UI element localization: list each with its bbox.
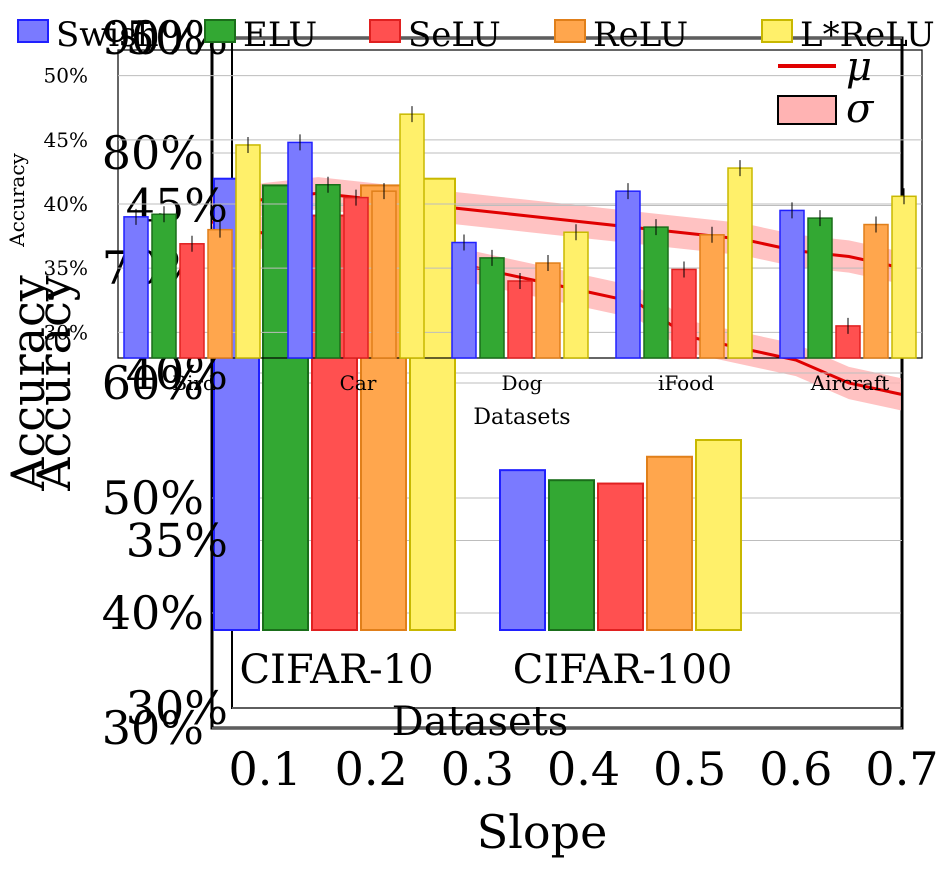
fine-bar — [371, 190, 397, 359]
fine-y-tick-label: 45% — [44, 128, 88, 152]
fine-x-tick-label: Dog — [502, 371, 543, 395]
fine-bar — [235, 144, 261, 359]
line-x-tick-label: 0.6 — [759, 742, 832, 796]
line-chart-x-ticks: 0.1 0.2 0.3 0.4 0.5 0.6 0.7 — [228, 742, 938, 796]
fine-chart-x-ticks: Bird Car Dog iFood Aircraft — [172, 371, 889, 395]
cifar-chart-xlabel: Datasets — [392, 699, 569, 745]
line-y-tick-label: 40% — [102, 586, 204, 640]
fine-x-tick-label: Bird — [172, 371, 216, 395]
cifar-bar — [695, 439, 742, 631]
fine-chart-ylabel: Accuracy — [5, 152, 29, 247]
line-chart-ylabel: Accuracy — [27, 275, 81, 492]
legend-label: Swish — [56, 15, 159, 55]
legend-swatch — [369, 19, 401, 43]
mu-legend-label: μ — [846, 44, 872, 90]
fine-bar — [315, 184, 341, 359]
line-y-tick-label: 80% — [102, 126, 204, 180]
fine-y-tick-label: 35% — [44, 256, 88, 280]
cifar-bar — [646, 455, 693, 631]
fine-bar — [479, 257, 505, 359]
fine-bar — [643, 226, 669, 359]
sigma-legend-label: σ — [846, 86, 875, 132]
fine-chart-y-ticks: 30% 35% 40% 45% 50% — [44, 64, 88, 345]
series-legend: Swish ELU SeLU ReLU L*ReLU — [17, 15, 935, 55]
cifar-y-tick-label: 35% — [126, 514, 228, 568]
line-x-tick-label: 0.5 — [653, 742, 726, 796]
legend-swatch — [554, 19, 586, 43]
fine-bar — [891, 195, 917, 359]
fine-y-tick-label: 50% — [44, 64, 88, 88]
mu-sigma-legend: μ σ — [777, 44, 875, 132]
fine-bar — [699, 234, 725, 359]
line-x-tick-label: 0.4 — [547, 742, 620, 796]
fine-bar — [727, 167, 753, 359]
line-x-tick-label: 0.2 — [335, 742, 408, 796]
fine-bar — [123, 216, 149, 359]
cifar-x-tick-label: CIFAR-100 — [513, 647, 733, 693]
fine-x-tick-label: Aircraft — [810, 371, 890, 395]
sigma-legend-swatch — [777, 95, 837, 125]
line-y-tick-label: 30% — [102, 701, 204, 755]
fine-bar — [863, 223, 889, 359]
fine-y-tick-label: 30% — [44, 320, 88, 344]
cifar-x-tick-label: CIFAR-10 — [239, 647, 433, 693]
fine-bar — [807, 217, 833, 359]
fine-bar — [535, 262, 561, 359]
fine-bar — [779, 209, 805, 359]
line-chart-xlabel: Slope — [477, 805, 608, 859]
cifar-y-tick-label: 30% — [126, 681, 228, 735]
fine-chart-bars — [123, 106, 917, 359]
cifar-bar — [548, 479, 595, 632]
fine-bar — [563, 231, 589, 359]
legend-label: ELU — [243, 15, 317, 55]
fine-bar — [507, 280, 533, 359]
fine-bar — [207, 228, 233, 359]
fine-bar — [151, 213, 177, 359]
fine-chart-xlabel: Datasets — [473, 405, 570, 430]
legend-swatch — [761, 19, 793, 43]
line-x-tick-label: 0.3 — [441, 742, 514, 796]
cifar-chart-x-ticks: CIFAR-10 CIFAR-100 — [239, 647, 732, 693]
fine-bar — [399, 113, 425, 359]
fine-bar — [451, 241, 477, 359]
fine-bar — [343, 196, 369, 359]
fine-bar — [287, 141, 313, 359]
line-x-tick-label: 0.7 — [865, 742, 938, 796]
line-y-tick-label: 90% — [102, 11, 204, 65]
fine-y-tick-label: 40% — [44, 192, 88, 216]
line-y-tick-label: 50% — [102, 471, 204, 525]
fine-bar — [671, 268, 697, 359]
legend-label: ReLU — [593, 15, 688, 55]
line-x-tick-label: 0.1 — [228, 742, 301, 796]
fine-x-tick-label: Car — [340, 371, 377, 395]
cifar-bar — [597, 482, 644, 631]
legend-swatch — [17, 19, 49, 43]
line-y-tick-label: 60% — [102, 356, 204, 410]
fine-bar — [179, 243, 205, 359]
cifar-bar — [499, 469, 546, 631]
fine-grained-bar-chart: Bird Car Dog iFood Aircraft 30%35%40%45%50% … — [5, 49, 923, 430]
legend-swatch — [204, 19, 236, 43]
fine-bar — [615, 190, 641, 359]
legend-label: L*ReLU — [800, 15, 935, 55]
fine-x-tick-label: iFood — [658, 371, 714, 395]
legend-label: SeLU — [408, 15, 501, 55]
cifar-chart-ylabel: Accuracy — [1, 275, 55, 492]
